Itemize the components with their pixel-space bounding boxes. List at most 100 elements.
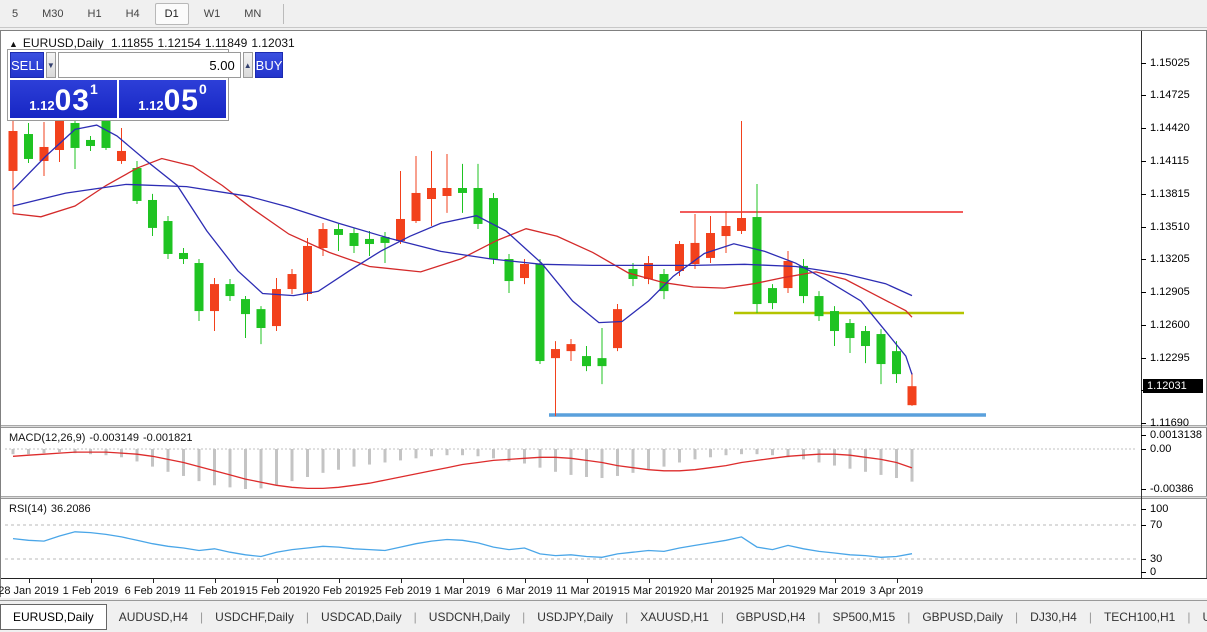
volume-decrease-button[interactable]: ▼ bbox=[45, 52, 56, 78]
macd-histogram-bar bbox=[740, 449, 743, 455]
timeframe-button-D1[interactable]: D1 bbox=[154, 2, 189, 25]
chart-tab-DJ30-H4[interactable]: DJ30,H4 bbox=[1030, 609, 1077, 624]
timeframe-button-MN[interactable]: MN bbox=[244, 7, 262, 20]
macd-histogram-bar bbox=[833, 449, 836, 466]
candle-up bbox=[644, 263, 653, 279]
timeframe-button-M30[interactable]: M30 bbox=[42, 7, 64, 20]
candle-down bbox=[334, 229, 343, 235]
date-tick-mark bbox=[834, 579, 836, 583]
timeframe-toolbar: 5 M30 H1 H4 D1 W1 MN bbox=[0, 0, 1207, 28]
candle-up bbox=[690, 242, 700, 264]
panel-separator[interactable] bbox=[1, 425, 1207, 428]
macd-histogram-bar bbox=[585, 449, 588, 477]
timeframe-button-H4[interactable]: H4 bbox=[125, 7, 140, 20]
date-label: 11 Mar 2019 bbox=[556, 585, 617, 597]
chart-tab-AUDUSD-H4[interactable]: AUDUSD,H4 bbox=[118, 609, 189, 624]
rsi-scale-label: 70 bbox=[1150, 519, 1163, 531]
macd-histogram-bar bbox=[368, 449, 371, 465]
scale-tick-mark bbox=[1141, 193, 1146, 195]
candle-up bbox=[613, 309, 622, 349]
scale-tick-mark bbox=[1141, 525, 1146, 526]
sell-button[interactable]: SELL bbox=[10, 52, 44, 78]
chart-tab-SP500-M15[interactable]: SP500,M15 bbox=[832, 609, 896, 624]
price-chart-canvas[interactable] bbox=[1, 31, 1141, 425]
rsi-panel-canvas[interactable] bbox=[1, 499, 1141, 578]
timeframe-button-W1[interactable]: W1 bbox=[203, 7, 221, 20]
date-label: 3 Apr 2019 bbox=[869, 585, 924, 597]
tab-separator: | bbox=[1088, 609, 1092, 624]
scale-tick-mark bbox=[1141, 324, 1146, 326]
date-label: 1 Feb 2019 bbox=[62, 585, 119, 597]
macd-panel-canvas[interactable] bbox=[1, 428, 1141, 496]
macd-histogram-bar bbox=[290, 449, 294, 482]
date-label: 28 Jan 2019 bbox=[0, 585, 59, 597]
buy-button[interactable]: BUY bbox=[254, 52, 284, 78]
date-label: 1 Mar 2019 bbox=[434, 585, 491, 597]
sell-price-button[interactable]: 1.12 03 1 bbox=[10, 80, 117, 118]
chart-tab-TECH100-H1[interactable]: TECH100,H1 bbox=[1103, 609, 1176, 624]
collapse-icon[interactable]: ▲ bbox=[9, 39, 18, 49]
date-label: 20 Mar 2019 bbox=[679, 585, 742, 597]
timeframe-button-H1[interactable]: H1 bbox=[87, 7, 102, 20]
toolbar-separator bbox=[283, 3, 285, 24]
scale-tick-mark bbox=[1141, 509, 1146, 510]
macd-histogram-bar bbox=[58, 449, 61, 453]
chart-tab-bar: EURUSD,Daily AUDUSD,H4 | USDCHF,Daily | USDCA… bbox=[0, 600, 1207, 632]
ohlc-open: 1.11855 bbox=[110, 36, 154, 50]
chart-tab-GBPUSD-Daily[interactable]: GBPUSD,Daily bbox=[922, 609, 1004, 624]
candle-down bbox=[24, 134, 33, 159]
candle-down bbox=[535, 263, 545, 362]
chart-tab-USDCNH-Daily[interactable]: USDCNH,Daily bbox=[428, 609, 511, 624]
chart-tab-EURUSD-Daily[interactable]: EURUSD,Daily bbox=[0, 603, 107, 630]
macd-histogram-bar bbox=[42, 449, 46, 454]
scale-tick-mark bbox=[1141, 449, 1146, 450]
price-scale-label: 1.12295 bbox=[1150, 351, 1190, 364]
macd-histogram-bar bbox=[538, 449, 542, 468]
ohlc-high: 1.12154 bbox=[157, 36, 201, 50]
buy-price-button[interactable]: 1.12 05 0 bbox=[119, 80, 226, 118]
candle-down bbox=[489, 198, 498, 260]
macd-histogram-bar bbox=[11, 449, 15, 455]
sell-price-pip: 1 bbox=[89, 81, 98, 97]
chart-tab-UKC[interactable]: UKC bbox=[1190, 605, 1207, 629]
volume-increase-button[interactable]: ▲ bbox=[242, 52, 253, 78]
candle-up bbox=[566, 344, 576, 352]
candle-down bbox=[768, 288, 777, 304]
chart-tab-GBPUSD-H4[interactable]: GBPUSD,H4 bbox=[736, 609, 806, 624]
candle-down bbox=[876, 334, 886, 365]
macd-histogram-bar bbox=[817, 449, 821, 463]
chart-tab-USDCAD-Daily[interactable]: USDCAD,Daily bbox=[320, 609, 402, 624]
volume-input[interactable] bbox=[57, 52, 241, 78]
macd-histogram-bar bbox=[73, 449, 77, 454]
date-tick-mark bbox=[524, 579, 526, 583]
tab-separator: | bbox=[522, 609, 526, 624]
scale-tick-mark bbox=[1141, 95, 1146, 97]
panel-separator[interactable] bbox=[1, 496, 1207, 499]
date-axis[interactable]: 28 Jan 2019 1 Feb 2019 6 Feb 2019 11 Feb 20… bbox=[0, 578, 1207, 598]
chart-tab-USDCHF-Daily[interactable]: USDCHF,Daily bbox=[215, 609, 294, 624]
chart-symbol: EURUSD,Daily bbox=[22, 36, 104, 50]
candle-down bbox=[458, 188, 467, 193]
candle-up bbox=[210, 284, 219, 312]
rsi-scale-label: 30 bbox=[1150, 553, 1163, 565]
timeframe-button-5[interactable]: 5 bbox=[12, 7, 19, 20]
chart-tab-XAUUSD-H1[interactable]: XAUUSD,H1 bbox=[640, 609, 709, 624]
candle-down bbox=[225, 284, 235, 297]
macd-indicator-label: MACD(12,26,9) -0.003149 -0.001821 bbox=[9, 432, 197, 444]
candle-up bbox=[551, 349, 560, 359]
date-label: 25 Mar 2019 bbox=[741, 585, 804, 597]
candle-up bbox=[55, 119, 64, 151]
date-tick-mark bbox=[896, 579, 898, 583]
rsi-line bbox=[12, 531, 913, 558]
chart-window[interactable]: ▲ EURUSD,Daily 1.11855 1.12154 1.11849 1.120… bbox=[0, 30, 1207, 598]
date-tick-mark bbox=[276, 579, 278, 583]
date-label: 6 Feb 2019 bbox=[124, 585, 181, 597]
macd-histogram-bar bbox=[306, 449, 309, 477]
candle-down bbox=[163, 221, 173, 254]
macd-histogram-bar bbox=[151, 449, 154, 467]
macd-histogram-bar bbox=[523, 449, 526, 464]
macd-histogram-bar bbox=[693, 449, 697, 460]
chart-tab-USDJPY-Daily[interactable]: USDJPY,Daily bbox=[537, 609, 614, 624]
buy-price-pip: 0 bbox=[198, 81, 207, 97]
